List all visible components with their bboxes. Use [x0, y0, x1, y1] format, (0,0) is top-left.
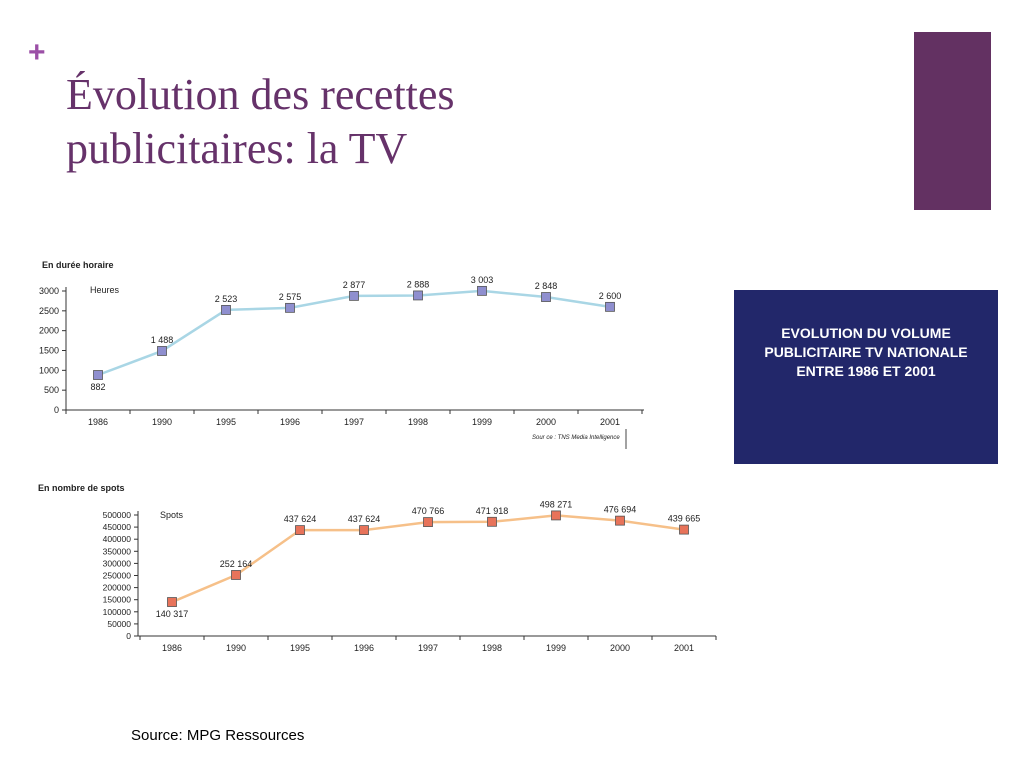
spots-data-point — [423, 517, 433, 527]
hours-y-tick-label: 2500 — [39, 306, 59, 316]
spots-y-tick-label: 500000 — [103, 510, 132, 520]
spots-x-tick-label: 1999 — [546, 643, 566, 653]
hours-data-point — [413, 290, 423, 301]
hours-x-tick-label: 1998 — [408, 417, 428, 427]
spots-data-label: 439 665 — [668, 514, 701, 524]
spots-x-tick-label: 2000 — [610, 643, 630, 653]
spots-data-label: 471 918 — [476, 506, 509, 516]
spots-data-label: 476 694 — [604, 505, 637, 515]
slide-title-line-2: publicitaires: la TV — [66, 124, 408, 173]
hours-y-tick-label: 0 — [54, 405, 59, 415]
hours-y-label: Heures — [90, 285, 120, 295]
spots-y-label: Spots — [160, 510, 184, 520]
spots-data-label: 437 624 — [284, 514, 317, 524]
spots-x-tick-label: 1998 — [482, 643, 502, 653]
hours-data-point — [221, 305, 231, 315]
hours-data-label: 2 848 — [535, 281, 558, 291]
hours-data-label: 2 575 — [279, 292, 302, 302]
spots-y-tick-label: 300000 — [103, 558, 132, 568]
hours-data-label: 882 — [90, 382, 105, 392]
spots-y-tick-label: 0 — [126, 631, 131, 641]
hours-data-point — [285, 302, 295, 313]
spots-x-tick-label: 1986 — [162, 643, 182, 653]
hours-y-tick-label: 1000 — [39, 365, 59, 375]
spots-x-tick-label: 1996 — [354, 643, 374, 653]
spots-data-point — [167, 597, 177, 607]
slide-title: Évolution des recettes publicitaires: la… — [66, 68, 666, 176]
hours-data-point — [541, 292, 551, 302]
hours-y-tick-label: 500 — [44, 385, 59, 395]
hours-x-tick-label: 1986 — [88, 417, 108, 427]
hours-x-tick-label: 1997 — [344, 417, 364, 427]
hours-x-tick-label: 1996 — [280, 417, 300, 427]
spots-data-point — [295, 525, 305, 535]
spots-chart: En nombre de spots5000004500004000003500… — [38, 483, 717, 653]
hours-data-point — [157, 346, 167, 356]
spots-data-label: 140 317 — [156, 609, 189, 619]
hours-x-tick-label: 2001 — [600, 417, 620, 427]
hours-chart: En durée horaire 3000 2500 2000 1500 1000 500 0… — [39, 260, 644, 449]
spots-x-tick-label: 2001 — [674, 643, 694, 653]
hours-data-label: 2 877 — [343, 280, 366, 290]
hours-y-tick-label: 1500 — [39, 346, 59, 356]
hours-source-note: Sour ce : TNS Media Intelligence — [532, 435, 620, 441]
source-note: Source: MPG Ressources — [131, 727, 305, 744]
hours-data-label: 2 600 — [599, 291, 622, 301]
spots-data-point — [487, 516, 497, 527]
spots-y-tick-label: 250000 — [103, 571, 132, 581]
spots-data-point — [359, 525, 369, 535]
spots-data-point — [615, 515, 625, 526]
hours-x-tick-label: 1999 — [472, 417, 492, 427]
spots-data-label: 437 624 — [348, 514, 381, 524]
hours-data-point — [605, 301, 615, 312]
hours-y-tick-label: 2000 — [39, 326, 59, 336]
hours-data-label: 2 523 — [215, 294, 238, 304]
hours-chart-title: En durée horaire — [42, 260, 114, 270]
spots-x-tick-label: 1990 — [226, 643, 246, 653]
hours-data-label: 1 488 — [151, 335, 174, 345]
hours-x-tick-label: 1995 — [216, 417, 236, 427]
spots-y-tick-label: 350000 — [103, 546, 132, 556]
hours-x-tick-label: 2000 — [536, 417, 556, 427]
spots-y-tick-label: 200000 — [103, 583, 132, 593]
hours-data-label: 3 003 — [471, 275, 494, 285]
hours-data-point — [477, 285, 487, 296]
spots-data-label: 498 271 — [540, 499, 573, 509]
spots-data-label: 252 164 — [220, 559, 253, 569]
info-box: EVOLUTION DU VOLUME PUBLICITAIRE TV NATI… — [734, 290, 998, 464]
spots-x-tick-label: 1995 — [290, 643, 310, 653]
spots-y-tick-label: 50000 — [107, 619, 131, 629]
slide-title-line-1: Évolution des recettes — [66, 70, 455, 119]
spots-y-tick-label: 100000 — [103, 607, 132, 617]
spots-chart-title: En nombre de spots — [38, 483, 125, 493]
hours-y-tick-label: 3000 — [39, 286, 59, 296]
spots-data-label: 470 766 — [412, 506, 445, 516]
spots-y-tick-label: 450000 — [103, 522, 132, 532]
spots-x-tick-label: 1997 — [418, 643, 438, 653]
spots-y-tick-label: 150000 — [103, 595, 132, 605]
hours-data-point — [349, 290, 359, 301]
spots-data-point — [231, 570, 241, 580]
hours-data-point — [93, 370, 103, 380]
spots-y-tick-label: 400000 — [103, 534, 132, 544]
hours-data-label: 2 888 — [407, 279, 430, 289]
plus-icon: + — [28, 36, 46, 69]
accent-bar — [914, 32, 991, 210]
spots-data-point — [551, 510, 561, 521]
hours-x-tick-label: 1990 — [152, 417, 172, 427]
spots-data-point — [679, 524, 689, 535]
